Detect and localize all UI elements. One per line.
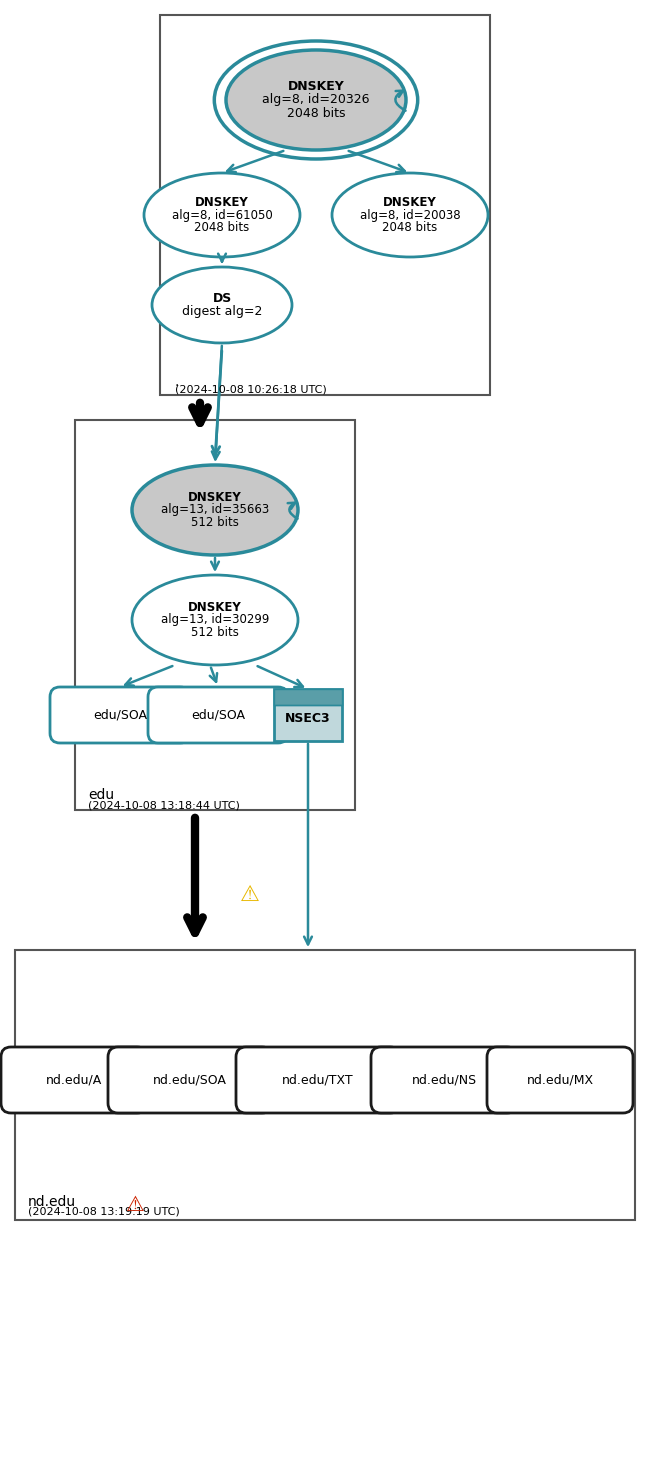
Text: edu: edu (88, 789, 114, 802)
Text: ⚠: ⚠ (240, 885, 260, 905)
Text: DNSKEY: DNSKEY (195, 196, 249, 208)
Text: DNSKEY: DNSKEY (188, 490, 242, 504)
Ellipse shape (132, 465, 298, 555)
Text: ⚠: ⚠ (126, 1195, 145, 1216)
FancyBboxPatch shape (108, 1047, 272, 1114)
Text: nd.edu/NS: nd.edu/NS (411, 1074, 477, 1087)
Text: 2048 bits: 2048 bits (382, 222, 437, 235)
Text: nd.edu/SOA: nd.edu/SOA (153, 1074, 227, 1087)
Text: alg=8, id=61050: alg=8, id=61050 (172, 208, 272, 222)
FancyBboxPatch shape (1, 1047, 147, 1114)
Text: 512 bits: 512 bits (191, 626, 239, 640)
FancyBboxPatch shape (50, 687, 190, 743)
Text: (2024-10-08 13:18:44 UTC): (2024-10-08 13:18:44 UTC) (88, 801, 240, 809)
Bar (274, 688, 342, 741)
FancyBboxPatch shape (236, 1047, 400, 1114)
Text: edu/SOA: edu/SOA (93, 709, 147, 721)
FancyBboxPatch shape (371, 1047, 517, 1114)
Text: (2024-10-08 10:26:18 UTC): (2024-10-08 10:26:18 UTC) (175, 385, 327, 394)
Text: nd.edu: nd.edu (28, 1195, 76, 1210)
Text: (2024-10-08 13:19:19 UTC): (2024-10-08 13:19:19 UTC) (28, 1207, 180, 1217)
Ellipse shape (152, 267, 292, 343)
Text: alg=13, id=35663: alg=13, id=35663 (161, 504, 269, 517)
Text: 512 bits: 512 bits (191, 517, 239, 529)
Text: DS: DS (212, 292, 232, 304)
Text: DNSKEY: DNSKEY (383, 196, 437, 208)
FancyBboxPatch shape (148, 687, 288, 743)
Ellipse shape (226, 50, 406, 151)
Bar (75, 419, 355, 809)
Text: nd.edu/TXT: nd.edu/TXT (282, 1074, 353, 1087)
Ellipse shape (132, 575, 298, 665)
Bar (15, 950, 635, 1220)
Bar (274, 688, 342, 705)
Text: DNSKEY: DNSKEY (188, 601, 242, 614)
Text: 2048 bits: 2048 bits (195, 222, 249, 235)
Text: alg=8, id=20326: alg=8, id=20326 (262, 93, 370, 106)
Text: DNSKEY: DNSKEY (288, 80, 344, 93)
Text: .: . (175, 375, 180, 388)
Text: 2048 bits: 2048 bits (286, 106, 345, 120)
Bar (160, 15, 490, 394)
Ellipse shape (144, 173, 300, 257)
Text: nd.edu/A: nd.edu/A (46, 1074, 102, 1087)
Text: digest alg=2: digest alg=2 (182, 306, 262, 318)
Text: alg=8, id=20038: alg=8, id=20038 (360, 208, 460, 222)
FancyBboxPatch shape (487, 1047, 633, 1114)
Text: nd.edu/MX: nd.edu/MX (527, 1074, 594, 1087)
Ellipse shape (332, 173, 488, 257)
Text: edu/SOA: edu/SOA (191, 709, 245, 721)
Text: alg=13, id=30299: alg=13, id=30299 (161, 613, 269, 626)
Text: NSEC3: NSEC3 (285, 712, 331, 725)
